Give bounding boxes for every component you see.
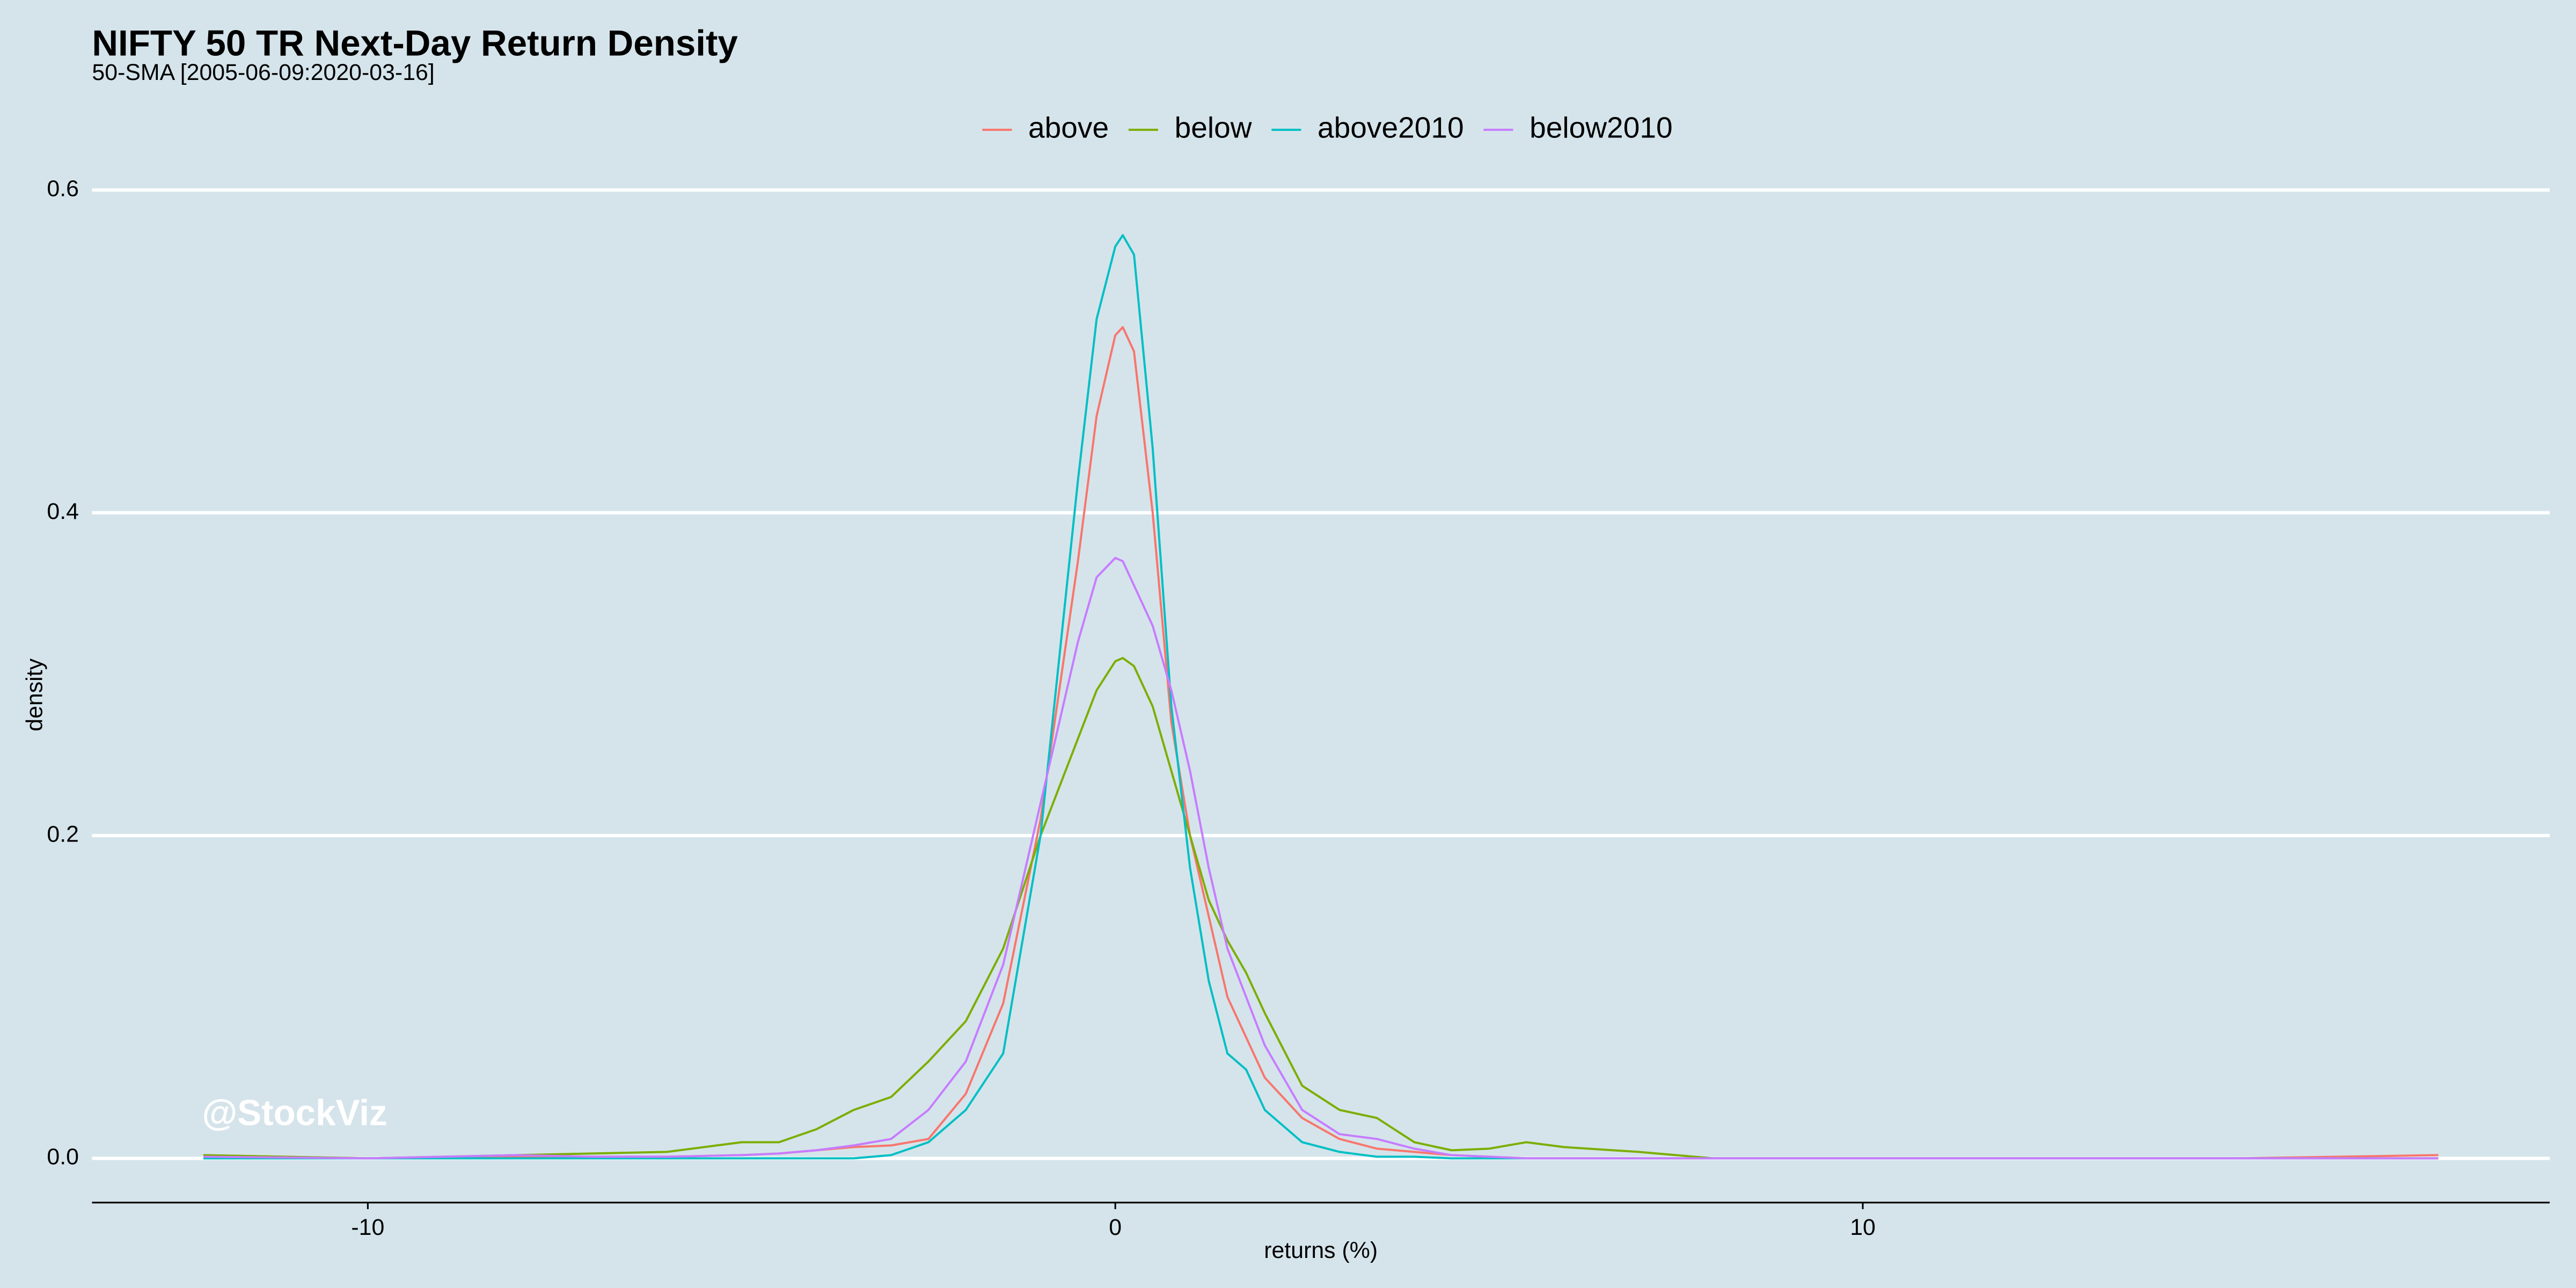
- x-axis-title: returns (%): [1264, 1238, 1378, 1263]
- series-line: [203, 657, 2439, 1160]
- legend-label: below: [1175, 111, 1252, 144]
- x-tick-label: -10: [351, 1214, 384, 1240]
- y-tick-label: 0.0: [47, 1144, 79, 1170]
- x-tick-label: 10: [1850, 1214, 1876, 1240]
- x-tick-label: 0: [1109, 1214, 1122, 1240]
- y-tick-label: 0.2: [47, 821, 79, 847]
- series-line: [203, 557, 2439, 1160]
- watermark: @StockViz: [202, 1093, 387, 1133]
- chart-title: NIFTY 50 TR Next-Day Return Density: [92, 23, 738, 63]
- y-axis-title: density: [22, 658, 48, 731]
- legend-label: below2010: [1529, 111, 1673, 144]
- legend-label: above: [1028, 111, 1109, 144]
- chart-subtitle: 50-SMA [2005-06-09:2020-03-16]: [92, 60, 434, 85]
- y-tick-label: 0.4: [47, 499, 79, 524]
- y-tick-label: 0.6: [47, 175, 79, 201]
- legend-label: above2010: [1318, 111, 1464, 144]
